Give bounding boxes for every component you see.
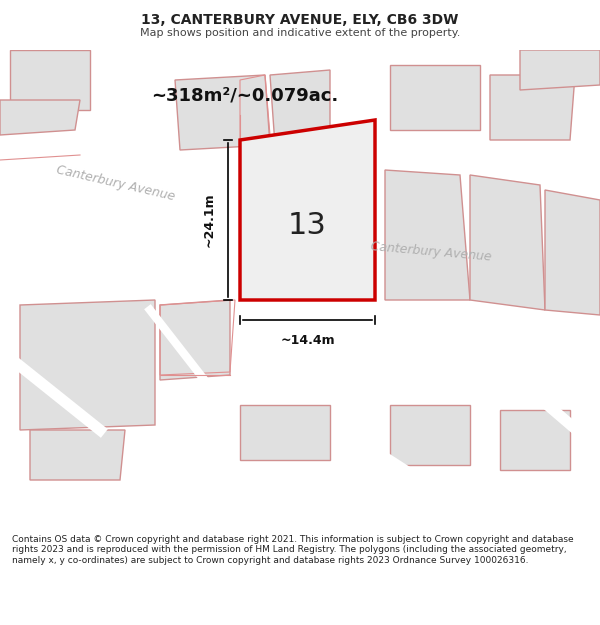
Text: ~14.4m: ~14.4m (280, 334, 335, 347)
Text: Contains OS data © Crown copyright and database right 2021. This information is : Contains OS data © Crown copyright and d… (12, 535, 574, 564)
Polygon shape (470, 175, 545, 310)
Text: 13: 13 (287, 211, 326, 239)
Polygon shape (20, 300, 155, 430)
Polygon shape (520, 50, 600, 90)
Text: Canterbury Avenue: Canterbury Avenue (55, 163, 176, 203)
Polygon shape (0, 100, 80, 135)
Polygon shape (0, 160, 600, 280)
Polygon shape (490, 75, 575, 140)
Polygon shape (175, 75, 270, 150)
Polygon shape (240, 120, 375, 300)
Text: Map shows position and indicative extent of the property.: Map shows position and indicative extent… (140, 28, 460, 38)
Polygon shape (240, 405, 330, 460)
Polygon shape (390, 65, 480, 130)
Polygon shape (545, 190, 600, 315)
Polygon shape (10, 50, 90, 110)
Polygon shape (390, 405, 470, 465)
Text: ~24.1m: ~24.1m (203, 192, 216, 248)
Text: ~318m²/~0.079ac.: ~318m²/~0.079ac. (151, 86, 338, 104)
Polygon shape (30, 430, 125, 480)
Polygon shape (385, 170, 470, 300)
Polygon shape (160, 300, 230, 380)
Polygon shape (500, 410, 570, 470)
Polygon shape (270, 70, 330, 145)
Text: Canterbury Avenue: Canterbury Avenue (370, 240, 492, 264)
Text: 13, CANTERBURY AVENUE, ELY, CB6 3DW: 13, CANTERBURY AVENUE, ELY, CB6 3DW (142, 12, 458, 26)
